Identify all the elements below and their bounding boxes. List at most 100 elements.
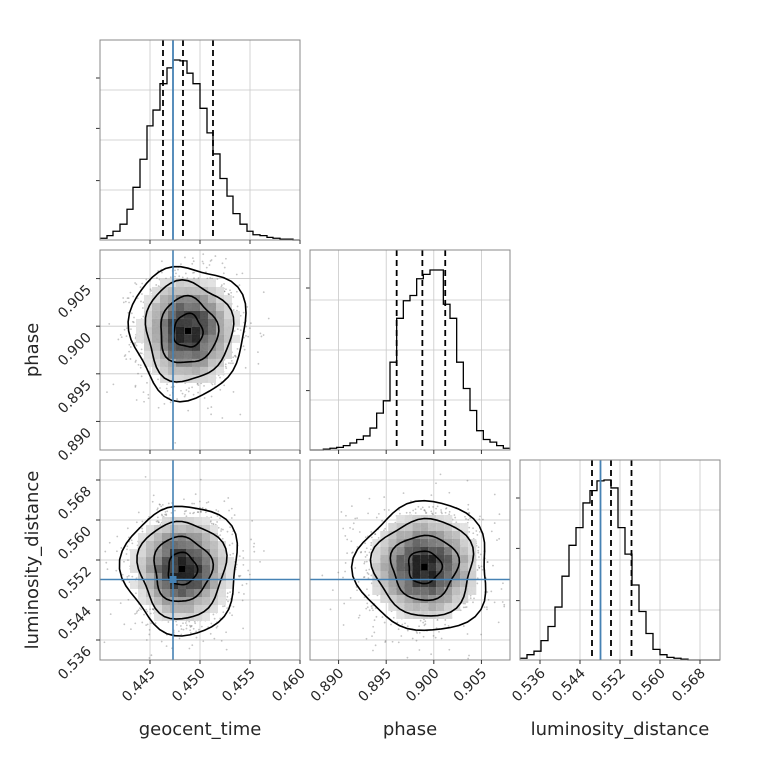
sample-point — [133, 316, 135, 319]
sample-point — [150, 289, 152, 292]
sample-point — [228, 612, 231, 614]
sample-point — [357, 580, 360, 583]
sample-point — [478, 566, 481, 569]
density-cell — [168, 350, 176, 359]
sample-point — [434, 512, 437, 514]
sample-point — [157, 378, 159, 381]
density-cell — [202, 565, 210, 573]
sample-point — [127, 598, 130, 601]
sample-point — [502, 582, 504, 585]
density-cell — [138, 533, 146, 541]
sample-point — [223, 605, 226, 607]
sample-point — [198, 506, 201, 509]
sample-point — [180, 633, 183, 636]
sample-point — [220, 530, 222, 532]
sample-point — [512, 591, 514, 593]
sample-point — [232, 296, 235, 298]
sample-point — [242, 563, 245, 566]
sample-point — [135, 521, 138, 524]
density-cell — [130, 565, 138, 573]
sample-point — [257, 362, 260, 365]
density-cell — [152, 358, 160, 367]
density-cell — [232, 318, 240, 327]
sample-point — [236, 348, 239, 350]
density-cell — [152, 366, 160, 375]
sample-point — [391, 640, 394, 643]
contour-line — [118, 505, 239, 637]
sample-point — [344, 570, 346, 573]
sample-point — [358, 614, 361, 617]
sample-point — [146, 623, 149, 626]
sample-point — [181, 392, 184, 395]
sample-point — [480, 633, 482, 636]
density-cell — [186, 605, 194, 613]
density-cell — [202, 581, 210, 589]
sample-point — [467, 508, 470, 511]
density-cell — [210, 581, 218, 589]
sample-point — [363, 576, 366, 578]
sample-point — [192, 627, 195, 630]
density-cell — [224, 294, 232, 303]
sample-point — [183, 498, 185, 501]
density-peak — [185, 327, 191, 334]
density-cell — [138, 589, 146, 597]
sample-point — [467, 518, 470, 521]
sample-point — [143, 613, 145, 616]
sample-point — [205, 501, 208, 504]
sample-point — [351, 552, 353, 554]
sample-point — [464, 515, 466, 518]
density-cell — [218, 597, 226, 605]
density-cell — [218, 589, 226, 597]
sample-point — [146, 610, 149, 613]
sample-point — [223, 290, 226, 293]
sample-point — [148, 633, 151, 636]
density-cell — [178, 589, 186, 597]
sample-point — [397, 628, 400, 631]
sample-point — [225, 631, 227, 634]
density-cell — [208, 278, 216, 287]
sample-point — [481, 568, 484, 571]
histogram-geocent_time — [100, 59, 300, 241]
sample-point — [418, 625, 420, 628]
sample-point — [478, 566, 481, 569]
density-cell — [200, 286, 208, 295]
sample-point — [237, 591, 240, 594]
density-cell — [216, 318, 224, 327]
sample-point — [362, 576, 365, 579]
sample-point — [356, 546, 359, 548]
sample-point — [235, 273, 238, 276]
sample-point — [430, 653, 433, 656]
sample-point — [155, 520, 158, 523]
sample-point — [445, 507, 447, 510]
sample-point — [164, 513, 166, 516]
density-cell — [144, 294, 152, 303]
sample-point — [497, 621, 500, 624]
sample-point — [156, 508, 159, 511]
sample-point — [226, 592, 229, 595]
sample-point — [136, 297, 139, 300]
sample-point — [344, 535, 347, 537]
sample-point — [406, 625, 409, 628]
sample-point — [161, 271, 163, 274]
sample-point — [150, 654, 153, 657]
sample-point — [127, 297, 130, 300]
sample-point — [197, 628, 200, 631]
sample-point — [466, 479, 469, 482]
sample-point — [409, 500, 412, 503]
density-cell — [208, 334, 216, 343]
sample-point — [126, 297, 129, 299]
sample-point — [182, 628, 185, 631]
sample-point — [216, 515, 219, 517]
density-cell — [168, 310, 176, 319]
sample-point — [148, 515, 150, 518]
sample-point — [350, 540, 353, 543]
density-cell — [178, 613, 186, 621]
sample-point — [117, 338, 120, 341]
truth-marker — [169, 576, 177, 583]
density-cell — [144, 310, 152, 319]
density-cell — [216, 302, 224, 311]
sample-point — [213, 383, 216, 385]
sample-point — [127, 559, 129, 562]
sample-point — [208, 264, 211, 266]
sample-point — [405, 511, 408, 514]
